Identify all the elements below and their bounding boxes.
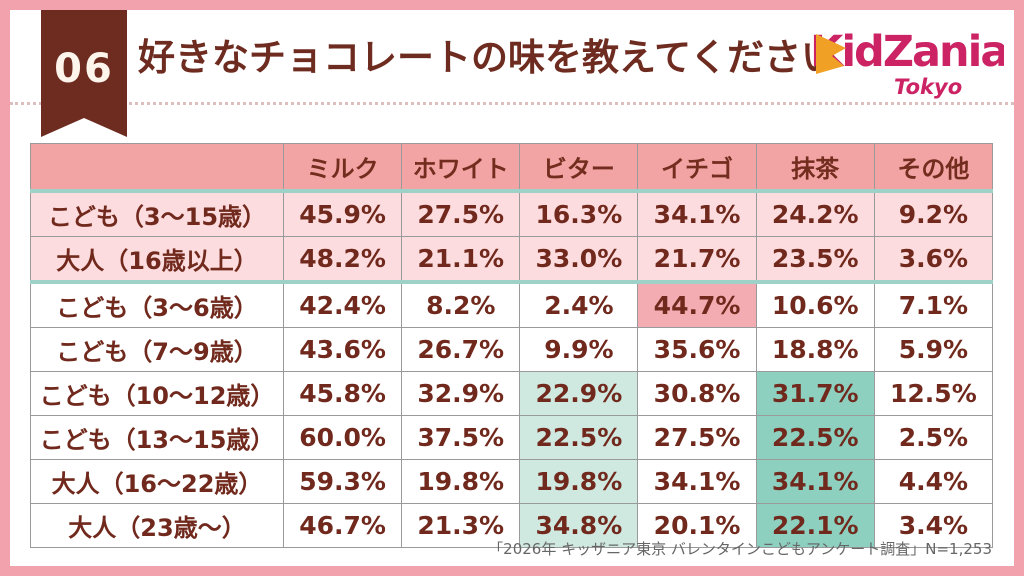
value-cell: 60.0%: [282, 415, 403, 460]
value-cell: 2.4%: [519, 281, 639, 328]
table-row: こども（13〜15歳） 60.0% 37.5% 22.5% 27.5% 22.5% 2.5%: [30, 415, 994, 460]
value-cell: 34.8%: [519, 503, 639, 548]
logo-orange-wing-icon: [816, 34, 846, 74]
value-cell: 21.7%: [637, 236, 757, 284]
value-cell: 23.5%: [755, 236, 875, 284]
logo-brand-text: KidZania: [810, 27, 1004, 77]
page-title: 好きなチョコレートの味を教えてください: [138, 36, 839, 79]
row-label: こども（13〜15歳）: [30, 415, 284, 460]
value-cell: 26.7%: [401, 327, 521, 372]
value-cell: 9.9%: [519, 327, 639, 372]
value-cell: 22.5%: [519, 415, 639, 460]
value-cell: 2.5%: [873, 415, 994, 460]
table-row: 大人（16〜22歳） 59.3% 19.8% 19.8% 34.1% 34.1% 4.4%: [30, 459, 994, 504]
value-cell: 18.8%: [755, 327, 875, 372]
column-header: イチゴ: [637, 143, 757, 193]
value-cell: 37.5%: [401, 415, 521, 460]
value-cell: 59.3%: [282, 459, 403, 504]
table-row: こども（7〜9歳） 43.6% 26.7% 9.9% 35.6% 18.8% 5.9%: [30, 327, 994, 372]
value-cell: 34.1%: [637, 459, 757, 504]
row-label: 大人（23歳〜）: [30, 503, 284, 548]
column-header: その他: [873, 143, 994, 193]
value-cell: 5.9%: [873, 327, 994, 372]
logo-city-text: Tokyo: [894, 75, 962, 99]
source-note: 「2026年 キッザニア東京 バレンタインこどもアンケート調査」N=1,253: [488, 540, 992, 558]
dotted-divider: [10, 102, 1014, 105]
value-cell: 32.9%: [401, 371, 521, 416]
value-cell: 34.1%: [637, 190, 757, 237]
column-header: 抹茶: [755, 143, 875, 193]
section-number: 06: [54, 46, 114, 92]
row-label: 大人（16歳以上）: [30, 236, 284, 284]
value-cell: 27.5%: [637, 415, 757, 460]
value-cell: 10.6%: [755, 281, 875, 328]
column-header: ホワイト: [401, 143, 521, 193]
value-cell: 22.1%: [755, 503, 875, 548]
value-cell: 8.2%: [401, 281, 521, 328]
value-cell: 24.2%: [755, 190, 875, 237]
table-row: こども（10〜12歳） 45.8% 32.9% 22.9% 30.8% 31.7% 12.5…: [30, 371, 994, 416]
value-cell: 35.6%: [637, 327, 757, 372]
value-cell: 9.2%: [873, 190, 994, 237]
section-number-ribbon: 06: [41, 10, 127, 137]
value-cell: 44.7%: [637, 281, 757, 328]
value-cell: 46.7%: [282, 503, 403, 548]
value-cell: 16.3%: [519, 190, 639, 237]
kidzania-logo: KidZania Tokyo: [804, 16, 1009, 108]
table-row: こども（3〜15歳） 45.9% 27.5% 16.3% 34.1% 24.2% 9.2%: [30, 190, 994, 237]
value-cell: 21.3%: [401, 503, 521, 548]
row-label: こども（7〜9歳）: [30, 327, 284, 372]
value-cell: 12.5%: [873, 371, 994, 416]
value-cell: 22.9%: [519, 371, 639, 416]
row-label: こども（3〜15歳）: [30, 190, 284, 237]
value-cell: 45.9%: [282, 190, 403, 237]
value-cell: 4.4%: [873, 459, 994, 504]
value-cell: 3.4%: [873, 503, 994, 548]
value-cell: 22.5%: [755, 415, 875, 460]
value-cell: 20.1%: [637, 503, 757, 548]
value-cell: 42.4%: [282, 281, 403, 328]
value-cell: 48.2%: [282, 236, 403, 284]
value-cell: 19.8%: [519, 459, 639, 504]
corner-cell: [30, 143, 284, 193]
value-cell: 30.8%: [637, 371, 757, 416]
table-row: 大人（23歳〜） 46.7% 21.3% 34.8% 20.1% 22.1% 3.4%: [30, 503, 994, 548]
value-cell: 7.1%: [873, 281, 994, 328]
value-cell: 34.1%: [755, 459, 875, 504]
value-cell: 31.7%: [755, 371, 875, 416]
row-label: こども（3〜6歳）: [30, 281, 284, 328]
value-cell: 21.1%: [401, 236, 521, 284]
value-cell: 3.6%: [873, 236, 994, 284]
kidzania-logo-svg: KidZania Tokyo: [810, 27, 1009, 99]
value-cell: 27.5%: [401, 190, 521, 237]
flavor-table: ミルク ホワイト ビター イチゴ 抹茶 その他 こども（3〜15歳） 45.9% 27.5% 1…: [30, 143, 994, 548]
value-cell: 19.8%: [401, 459, 521, 504]
column-header: ビター: [519, 143, 639, 193]
table-row: こども（3〜6歳） 42.4% 8.2% 2.4% 44.7% 10.6% 7.1%: [30, 281, 994, 328]
table-header-row: ミルク ホワイト ビター イチゴ 抹茶 その他: [30, 143, 994, 193]
table-row: 大人（16歳以上） 48.2% 21.1% 33.0% 21.7% 23.5% 3.6%: [30, 236, 994, 284]
value-cell: 33.0%: [519, 236, 639, 284]
row-label: 大人（16〜22歳）: [30, 459, 284, 504]
value-cell: 43.6%: [282, 327, 403, 372]
column-header: ミルク: [282, 143, 403, 193]
value-cell: 45.8%: [282, 371, 403, 416]
row-label: こども（10〜12歳）: [30, 371, 284, 416]
